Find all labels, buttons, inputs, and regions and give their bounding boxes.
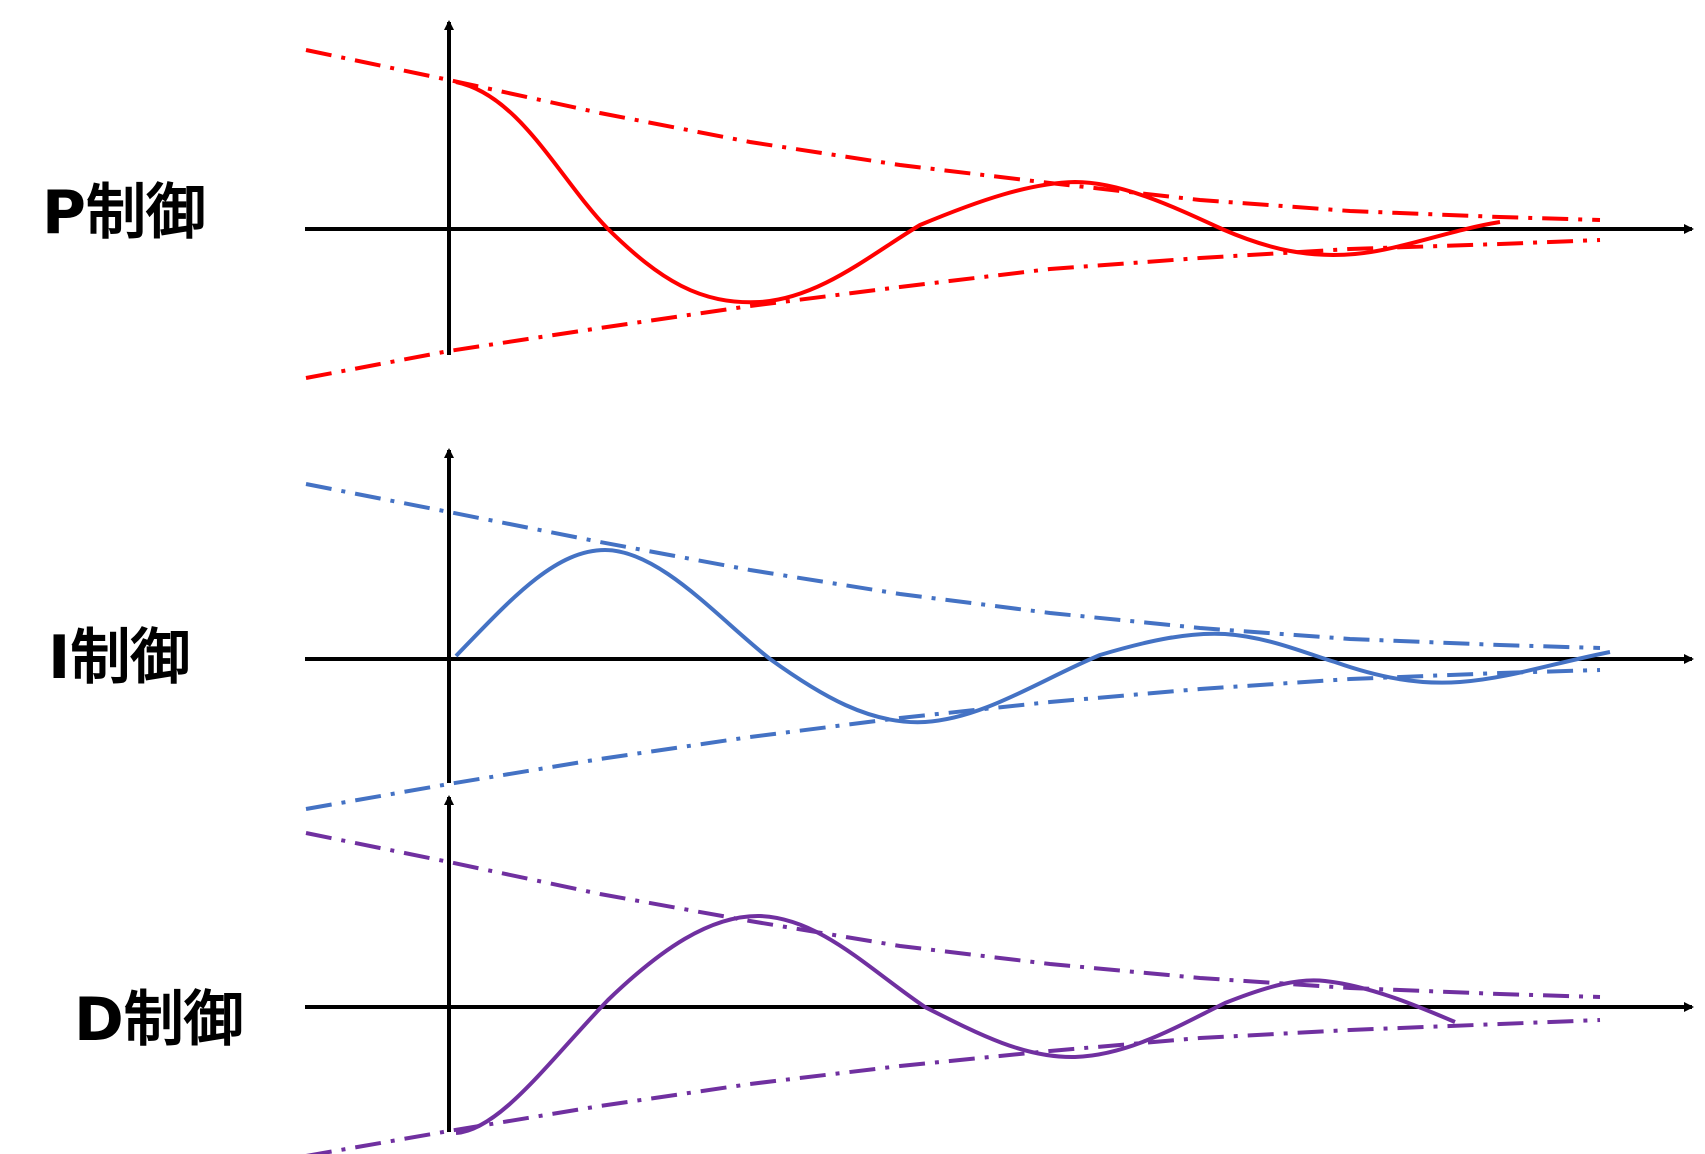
p-control-label: P制御 bbox=[42, 178, 206, 248]
i-response-curve bbox=[454, 547, 1611, 725]
d-lower-envelope bbox=[305, 1018, 1601, 1154]
panel-d bbox=[305, 795, 1694, 1154]
i-lower-envelope bbox=[305, 668, 1601, 811]
p-upper-envelope bbox=[305, 48, 1601, 222]
p-lower-envelope bbox=[305, 238, 1601, 380]
i-control-label: I制御 bbox=[48, 623, 191, 693]
panel-i bbox=[305, 448, 1694, 811]
panel-p bbox=[305, 20, 1694, 380]
d-upper-envelope bbox=[305, 831, 1601, 999]
d-control-label: D制御 bbox=[74, 985, 244, 1055]
d-response-curve bbox=[455, 913, 1456, 1135]
i-upper-envelope bbox=[305, 482, 1601, 650]
p-response-curve bbox=[455, 80, 1501, 305]
